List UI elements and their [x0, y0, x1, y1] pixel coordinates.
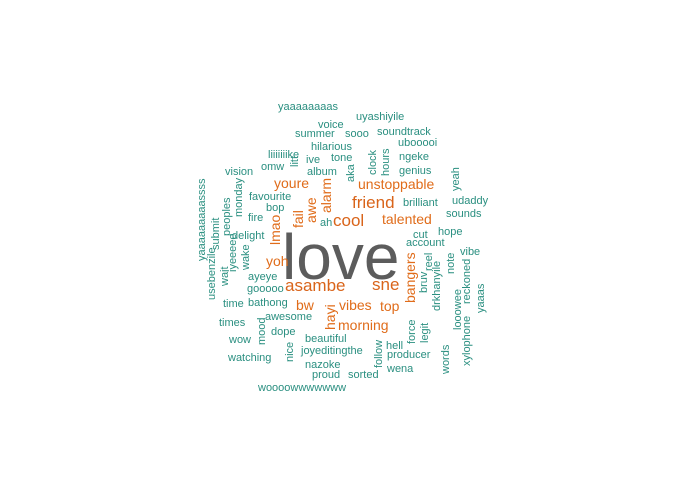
word-wait: wait: [219, 266, 231, 286]
word-hayi: hayi: [322, 304, 338, 330]
word-fire: fire: [248, 212, 264, 224]
word-hell: hell: [386, 340, 404, 352]
word-wena: wena: [387, 363, 414, 375]
word-yoh: yoh: [266, 253, 289, 269]
word-beautiful: beautiful: [305, 333, 347, 345]
word-sooo: sooo: [345, 128, 369, 140]
word-ah: ah: [320, 217, 333, 229]
word-note: note: [445, 252, 457, 274]
word-vibes: vibes: [339, 297, 372, 313]
word-sne: sne: [372, 275, 400, 294]
word-bruv: bruv: [418, 271, 430, 293]
word-bangers: bangers: [402, 252, 418, 303]
word-bop: bop: [266, 202, 285, 214]
word-talented: talented: [382, 211, 432, 227]
word-summer: summer: [295, 128, 335, 140]
word-lmao: lmao: [267, 214, 283, 245]
word-cool: cool: [333, 211, 365, 230]
word-time: time: [223, 298, 244, 310]
word-awe: awe: [303, 197, 319, 223]
word-hours: hours: [380, 148, 392, 176]
word-times: times: [219, 317, 246, 329]
word-aka: aka: [345, 164, 357, 182]
word-youre: youre: [274, 175, 310, 191]
word-drkhanyile: drkhanyile: [431, 260, 443, 311]
word-words: words: [440, 344, 452, 374]
word-yaaaaaaaas: yaaaaaaaas: [278, 101, 338, 113]
word-monday: monday: [233, 177, 245, 217]
word-album: album: [307, 166, 337, 178]
word-top: top: [380, 298, 400, 314]
word-unstoppable: unstoppable: [358, 176, 435, 192]
word-friend: friend: [352, 193, 395, 212]
word-usebenzile: usebenzile: [206, 247, 218, 300]
word-proud: proud: [312, 369, 341, 381]
word-uyashiyile: uyashiyile: [356, 111, 405, 123]
word-mood: mood: [256, 317, 268, 345]
word-follow: follow: [373, 339, 385, 368]
word-joyeditingthe: joyeditingthe: [301, 345, 363, 357]
word-legit: legit: [419, 322, 431, 343]
word-soundtrack: soundtrack: [377, 126, 431, 138]
word-genius: genius: [399, 165, 432, 177]
word-hope: hope: [438, 226, 463, 238]
word-watching: watching: [228, 352, 272, 364]
word-awesome: awesome: [265, 311, 313, 323]
word-producer: producer: [387, 349, 431, 361]
word-wow: wow: [229, 334, 252, 346]
word-hilarious: hilarious: [311, 141, 352, 153]
word-nazoke: nazoke: [305, 359, 341, 371]
word-litt: litt: [289, 156, 301, 167]
word-brilliant: brilliant: [403, 197, 438, 209]
word-alarm: alarm: [318, 177, 334, 213]
word-bathong: bathong: [248, 297, 288, 309]
word-voice: voice: [318, 119, 344, 131]
word-sounds: sounds: [446, 208, 482, 220]
word-dope: dope: [271, 326, 296, 338]
word-ayeye: ayeye: [248, 271, 278, 283]
word-ubooooi: ubooooi: [398, 137, 438, 149]
word-gooooo: gooooo: [247, 283, 284, 295]
word-sorted: sorted: [348, 369, 379, 381]
word-yeah: yeah: [450, 167, 462, 191]
word-love: love: [282, 221, 400, 293]
word-account: account: [406, 237, 445, 249]
word-vibe: vibe: [460, 246, 481, 258]
word-peoples: peoples: [221, 197, 233, 236]
word-nice: nice: [284, 341, 296, 362]
word-xylophone: xylophone: [461, 315, 473, 366]
word-ive: ive: [306, 154, 321, 166]
word-clock: clock: [367, 149, 379, 175]
word-yaaas: yaaas: [475, 283, 487, 313]
word-delight: delight: [232, 230, 265, 242]
word-cut: cut: [413, 229, 428, 241]
word-morning: morning: [338, 317, 389, 333]
word-wake: wake: [240, 244, 252, 270]
word-tone: tone: [331, 152, 353, 164]
word-favourite: favourite: [249, 191, 292, 203]
word-udaddy: udaddy: [452, 195, 489, 207]
word-woooowwwwwww: woooowwwwwww: [258, 382, 347, 394]
word-ngeke: ngeke: [399, 151, 429, 163]
word-force: force: [406, 319, 418, 344]
word-bw: bw: [296, 297, 314, 313]
word-liiiiiiike: liiiiiiike: [268, 149, 300, 161]
word-asambe: asambe: [285, 276, 346, 295]
word-omw: omw: [261, 161, 285, 173]
word-vision: vision: [225, 166, 254, 178]
